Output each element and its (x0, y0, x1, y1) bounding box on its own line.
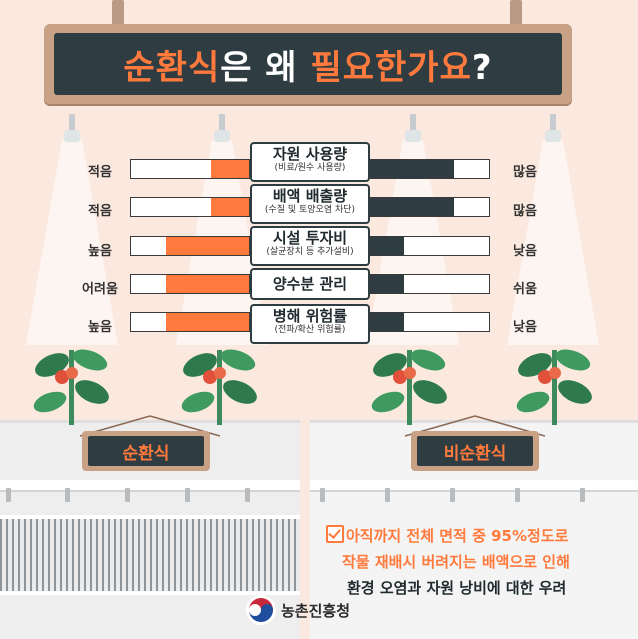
recirculating-label: 순환식 (88, 436, 204, 466)
title-text-1: 은 왜 (220, 47, 311, 88)
row-title: 양수분 관리 (272, 275, 348, 293)
bolt-icon (65, 488, 70, 502)
title-sign: 순환식은 왜 필요한가요? (54, 33, 562, 95)
row-subtitle: (전파/확산 위험률) (274, 325, 346, 335)
row-card: 배액 배출량 (수질 및 토양오염 차단) (250, 184, 370, 224)
orange-bar (130, 274, 250, 294)
row-left-label: 높음 (88, 320, 112, 335)
bolt-icon (450, 488, 455, 502)
row-right-label: 많음 (513, 165, 537, 180)
title-highlight-1: 순환식 (123, 47, 221, 88)
dark-bar (370, 312, 490, 332)
row-subtitle: (살균장치 등 추가설비) (266, 247, 354, 257)
bed-ledge (0, 480, 300, 492)
bolt-icon (515, 488, 520, 502)
row-card: 자원 사용량 (비료/원수 사용량) (250, 142, 370, 182)
checkbox-icon (326, 525, 344, 543)
orange-bar (130, 159, 250, 179)
orange-bar (130, 312, 250, 332)
row-title: 병해 위험률 (272, 307, 348, 325)
tomato-plant-icon (33, 349, 109, 425)
dark-bar (370, 236, 490, 256)
tomato-plant-icon (371, 349, 447, 425)
row-title: 시설 투자비 (272, 229, 348, 247)
non-recirculating-label: 비순환식 (417, 436, 533, 466)
page-title: 순환식은 왜 필요한가요? (123, 40, 492, 89)
bolt-icon (125, 488, 130, 502)
bolt-icon (185, 488, 190, 502)
rda-logo-icon (246, 595, 276, 625)
orange-bar-fill (211, 198, 249, 216)
dark-bar (370, 197, 490, 217)
row-title: 배액 배출량 (272, 187, 348, 205)
dark-bar-fill (371, 275, 405, 293)
dark-bar-fill (371, 198, 454, 216)
row-subtitle: (비료/원수 사용량) (274, 163, 346, 173)
row-left-label: 적음 (88, 165, 112, 180)
dark-bar (370, 274, 490, 294)
row-left-label: 적음 (88, 204, 112, 219)
note-line-1: 아직까지 전체 면적 중 95%정도로 (346, 527, 569, 545)
row-right-label: 쉬움 (513, 282, 537, 297)
sprinkler-icon (403, 114, 423, 144)
row-card: 시설 투자비 (살균장치 등 추가설비) (250, 226, 370, 266)
drain-grate (0, 515, 300, 595)
title-question-mark: ? (471, 47, 493, 88)
bolt-icon (6, 488, 11, 502)
sprinkler-icon (543, 114, 563, 144)
org-name: 농촌진흥청 (281, 602, 351, 620)
bed-ledge (310, 480, 638, 492)
orange-bar-fill (166, 275, 249, 293)
dark-bar-fill (371, 313, 405, 331)
bolt-icon (385, 488, 390, 502)
row-right-label: 많음 (513, 204, 537, 219)
row-title: 자원 사용량 (272, 145, 348, 163)
sign-pole-right (510, 0, 522, 26)
sprinkler-icon (62, 114, 82, 144)
row-right-label: 낮음 (513, 320, 537, 335)
bolt-icon (580, 488, 585, 502)
row-card: 양수분 관리 (250, 268, 370, 300)
tomato-plant-icon (181, 349, 257, 425)
note-line-3: 환경 오염과 자원 낭비에 대한 우려 (347, 579, 567, 597)
dark-bar (370, 159, 490, 179)
dark-bar-fill (371, 160, 454, 178)
tomato-plant-icon (516, 349, 592, 425)
row-left-label: 어려움 (82, 282, 118, 297)
orange-bar (130, 197, 250, 217)
sign-pole-left (112, 0, 124, 26)
row-right-label: 낮음 (513, 244, 537, 259)
orange-bar (130, 236, 250, 256)
row-card: 병해 위험률 (전파/확산 위험률) (250, 304, 370, 344)
dark-bar-fill (371, 237, 405, 255)
row-left-label: 높음 (88, 244, 112, 259)
note-line-2: 작물 재배시 버려지는 배액으로 인해 (342, 553, 570, 571)
bolt-icon (245, 488, 250, 502)
orange-bar-fill (211, 160, 249, 178)
bolt-icon (320, 488, 325, 502)
row-subtitle: (수질 및 토양오염 차단) (264, 205, 356, 215)
sprinkler-icon (212, 114, 232, 144)
orange-bar-fill (166, 313, 249, 331)
orange-bar-fill (166, 237, 249, 255)
title-highlight-2: 필요한가요 (310, 47, 472, 88)
